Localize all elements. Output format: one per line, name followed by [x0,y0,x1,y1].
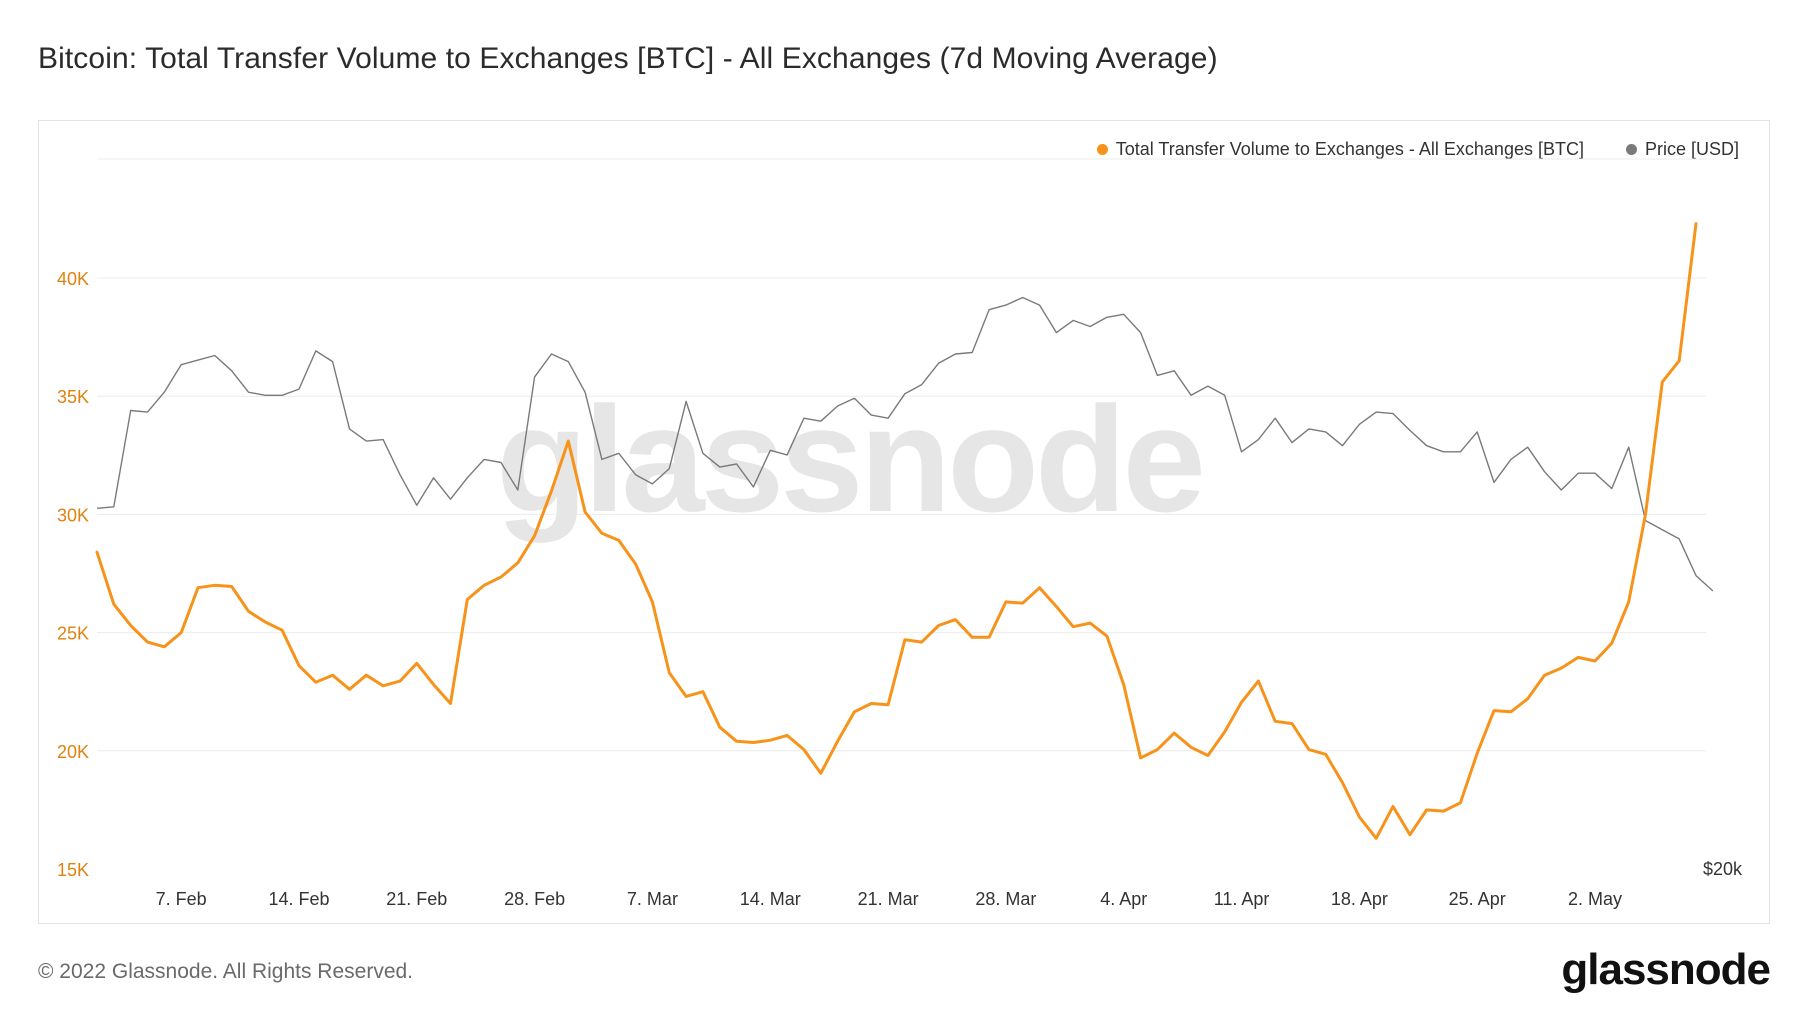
watermark: glassnode [496,375,1202,543]
chart-panel: Total Transfer Volume to Exchanges - All… [38,120,1770,924]
x-tick-label: 28. Feb [504,889,565,909]
chart-legend: Total Transfer Volume to Exchanges - All… [1096,139,1739,160]
series-line-volume[interactable] [95,222,1698,840]
x-tick-label: 14. Feb [268,889,329,909]
x-tick-label: 14. Mar [740,889,801,909]
x-tick-label: 28. Mar [975,889,1036,909]
chart-plot-area: 15K 20K 25K 30K 35K 40K $20k glassnode 7. Feb 14.… [57,158,1743,909]
legend-label-price: Price [USD] [1644,139,1739,159]
legend-item-volume[interactable]: Total Transfer Volume to Exchanges - All… [1096,139,1584,160]
x-tick-label: 21. Feb [386,889,447,909]
x-tick-label: 21. Mar [858,889,919,909]
series-line-price[interactable] [96,296,1714,592]
x-tick-label: 2. May [1568,889,1622,909]
chart-title: Bitcoin: Total Transfer Volume to Exchan… [38,42,1218,75]
x-tick-label: 4. Apr [1100,889,1147,909]
legend-dot-price [1625,144,1637,155]
x-tick-label: 11. Apr [1214,889,1270,909]
glassnode-logo: glassnode [1561,945,1771,994]
legend-label-volume: Total Transfer Volume to Exchanges - All… [1115,139,1584,159]
y-tick-label: 35K [57,387,89,407]
legend-dot-volume [1096,144,1108,155]
y-tick-label: 15K [57,860,89,880]
y-tick-label: 40K [57,269,89,289]
x-tick-label: 7. Feb [156,889,207,909]
y-right-tick-label: $20k [1703,859,1743,879]
x-tick-label: 7. Mar [627,889,678,909]
x-tick-label: 18. Apr [1331,889,1388,909]
legend-item-price[interactable]: Price [USD] [1625,139,1739,160]
x-tick-label: 25. Apr [1449,889,1506,909]
y-tick-label: 30K [57,505,89,525]
y-tick-label: 20K [57,742,89,762]
copyright-footer: © 2022 Glassnode. All Rights Reserved. [38,960,414,983]
y-tick-label: 25K [57,624,89,644]
